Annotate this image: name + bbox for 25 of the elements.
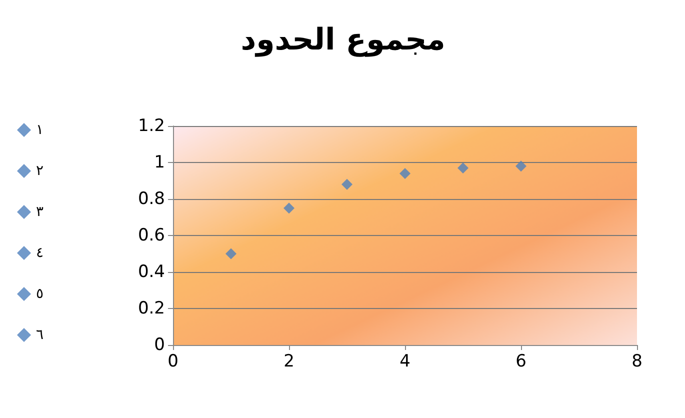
point <box>458 162 468 174</box>
y-tick-label: 0.8 <box>138 189 165 209</box>
x-tick-label: 2 <box>284 352 294 372</box>
legend-label: ٢ <box>36 163 44 179</box>
y-tick-label: 1.2 <box>138 116 165 136</box>
x-tick-label: 6 <box>516 352 526 372</box>
point <box>226 248 236 260</box>
x-tick-label: 8 <box>632 352 642 372</box>
point <box>284 202 294 214</box>
legend-label: ٥ <box>36 286 44 302</box>
y-tick-label: 0.2 <box>138 298 165 318</box>
point <box>400 168 410 179</box>
point <box>516 160 526 172</box>
point <box>342 178 352 190</box>
y-tick-label: 1 <box>154 152 165 172</box>
y-tick-label: 0.6 <box>138 226 165 246</box>
chart-title: مجموع الحدود <box>240 22 446 58</box>
y-tick-label: 0.4 <box>138 262 165 282</box>
y-tick-label: 0 <box>154 335 165 355</box>
legend-label: ٤ <box>36 245 44 261</box>
x-tick-label: 0 <box>168 352 178 372</box>
x-tick-label: 4 <box>400 352 410 372</box>
legend-label: ٣ <box>36 204 44 220</box>
legend-label: ١ <box>36 122 44 138</box>
legend-label: ٦ <box>36 327 44 343</box>
